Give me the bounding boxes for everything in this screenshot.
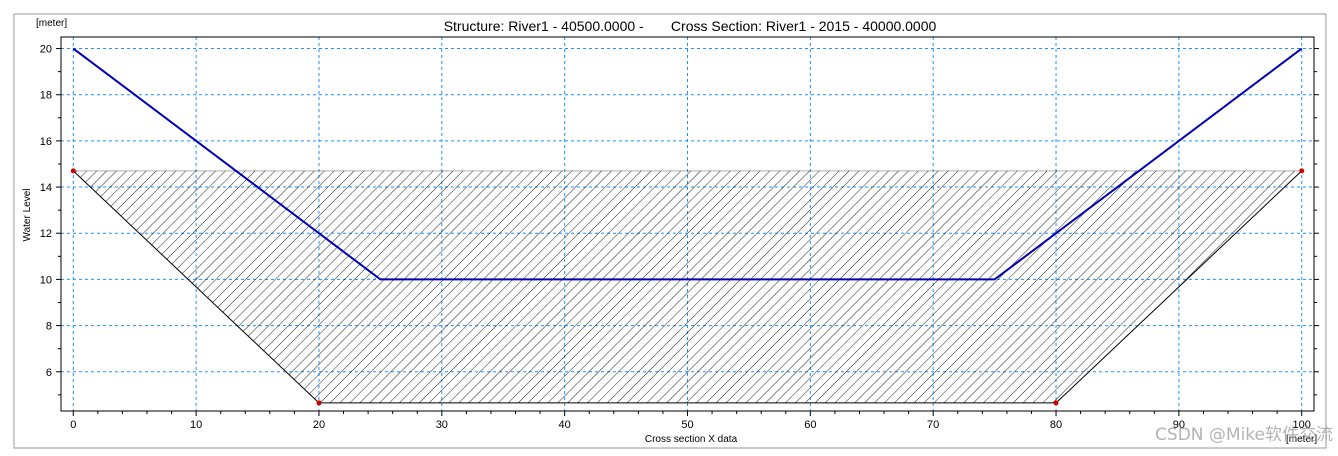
x-tick-label: 20 <box>313 419 325 431</box>
data-point-marker <box>1053 400 1059 406</box>
y-tick-label: 12 <box>40 228 52 240</box>
x-tick-label: 70 <box>927 419 939 431</box>
watermark: CSDN @Mike软件交流 <box>1155 425 1333 445</box>
x-tick-label: 10 <box>190 419 202 431</box>
y-tick-label: 18 <box>40 90 52 102</box>
x-tick-label: 90 <box>1173 419 1185 431</box>
x-tick-label: 40 <box>559 419 571 431</box>
y-axis-label: Water Level <box>22 189 33 242</box>
x-tick-label: 60 <box>804 419 816 431</box>
data-point-marker <box>70 168 76 174</box>
data-point-marker <box>1299 168 1305 174</box>
y-tick-label: 14 <box>40 182 52 194</box>
x-tick-label: 50 <box>681 419 693 431</box>
x-unit-label: [meter] <box>1286 434 1317 445</box>
x-tick-label: 80 <box>1050 419 1062 431</box>
data-point-marker <box>316 400 322 406</box>
hatched-cross-section-area <box>73 170 1302 403</box>
chart-title: Structure: River1 - 40500.0000 - Cross S… <box>444 18 937 34</box>
y-unit-label: [meter] <box>36 18 67 29</box>
x-tick-label: 30 <box>436 419 448 431</box>
y-tick-label: 20 <box>40 44 52 56</box>
x-axis-label: Cross section X data <box>645 434 738 445</box>
y-tick-label: 16 <box>40 136 52 148</box>
structure-profile-line <box>72 47 1303 281</box>
x-tick-label: 0 <box>70 419 76 431</box>
x-tick-label: 100 <box>1293 419 1311 431</box>
y-tick-label: 8 <box>46 321 52 333</box>
cross-section-outline <box>72 170 1303 404</box>
y-tick-label: 10 <box>40 274 52 286</box>
y-tick-label: 6 <box>46 367 52 379</box>
